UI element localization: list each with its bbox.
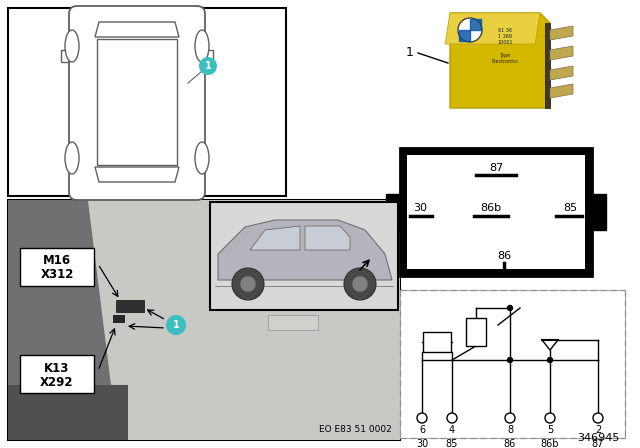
- Text: 61 36
1 369
10001: 61 36 1 369 10001: [497, 28, 513, 45]
- Text: M16: M16: [43, 254, 71, 267]
- Circle shape: [240, 276, 256, 292]
- Text: EO E83 51 0002: EO E83 51 0002: [319, 426, 392, 435]
- Text: 85: 85: [446, 439, 458, 448]
- Text: X312: X312: [40, 268, 74, 281]
- Text: 86: 86: [504, 439, 516, 448]
- Circle shape: [352, 276, 368, 292]
- Polygon shape: [305, 226, 350, 250]
- Polygon shape: [8, 200, 118, 440]
- Circle shape: [545, 413, 555, 423]
- Polygon shape: [88, 200, 400, 440]
- Text: 5: 5: [547, 425, 553, 435]
- Polygon shape: [550, 46, 573, 60]
- Bar: [8, 8, 286, 196]
- Text: 30: 30: [413, 203, 427, 213]
- Polygon shape: [550, 66, 573, 80]
- Bar: [466, 318, 486, 346]
- Ellipse shape: [195, 142, 209, 174]
- Text: 8: 8: [507, 425, 513, 435]
- Bar: [400, 290, 625, 438]
- Bar: [400, 148, 592, 276]
- Ellipse shape: [195, 30, 209, 62]
- Ellipse shape: [65, 30, 79, 62]
- Bar: [113, 315, 125, 323]
- Text: 1: 1: [205, 61, 211, 71]
- Text: 346945: 346945: [578, 433, 620, 443]
- Bar: [268, 315, 318, 330]
- Circle shape: [447, 413, 457, 423]
- Text: 86: 86: [497, 251, 511, 261]
- Polygon shape: [450, 13, 550, 108]
- Circle shape: [417, 413, 427, 423]
- Text: X292: X292: [40, 375, 74, 388]
- Text: 6: 6: [419, 425, 425, 435]
- Text: 87: 87: [592, 439, 604, 448]
- Bar: [423, 332, 451, 352]
- Circle shape: [232, 268, 264, 300]
- Polygon shape: [550, 84, 573, 98]
- Circle shape: [505, 413, 515, 423]
- Bar: [116, 300, 144, 312]
- Circle shape: [199, 57, 217, 75]
- Circle shape: [508, 306, 513, 310]
- Bar: [210, 202, 398, 310]
- Text: 85: 85: [563, 203, 577, 213]
- Circle shape: [458, 18, 482, 42]
- Polygon shape: [545, 23, 550, 108]
- Text: Type
Electronics: Type Electronics: [492, 53, 518, 64]
- Text: 2: 2: [595, 425, 601, 435]
- Bar: [8, 200, 400, 440]
- Bar: [386, 194, 400, 230]
- Text: 86b: 86b: [481, 203, 502, 213]
- Circle shape: [344, 268, 376, 300]
- Text: K13: K13: [44, 362, 70, 375]
- FancyBboxPatch shape: [69, 6, 205, 200]
- Ellipse shape: [65, 142, 79, 174]
- Circle shape: [593, 413, 603, 423]
- Text: 1: 1: [173, 320, 179, 330]
- Text: 1: 1: [406, 47, 414, 60]
- Polygon shape: [218, 220, 392, 280]
- Polygon shape: [250, 226, 300, 250]
- Bar: [407, 155, 585, 269]
- Text: 30: 30: [416, 439, 428, 448]
- Polygon shape: [542, 340, 558, 350]
- Bar: [20, 248, 94, 286]
- Bar: [20, 355, 94, 393]
- Text: 86b: 86b: [541, 439, 559, 448]
- Text: 4: 4: [449, 425, 455, 435]
- Circle shape: [508, 358, 513, 362]
- Circle shape: [166, 315, 186, 335]
- Polygon shape: [550, 26, 573, 40]
- Circle shape: [547, 358, 552, 362]
- Bar: [8, 200, 400, 440]
- Bar: [8, 385, 128, 440]
- Polygon shape: [445, 13, 540, 44]
- Bar: [592, 194, 606, 230]
- Text: 87: 87: [489, 163, 503, 173]
